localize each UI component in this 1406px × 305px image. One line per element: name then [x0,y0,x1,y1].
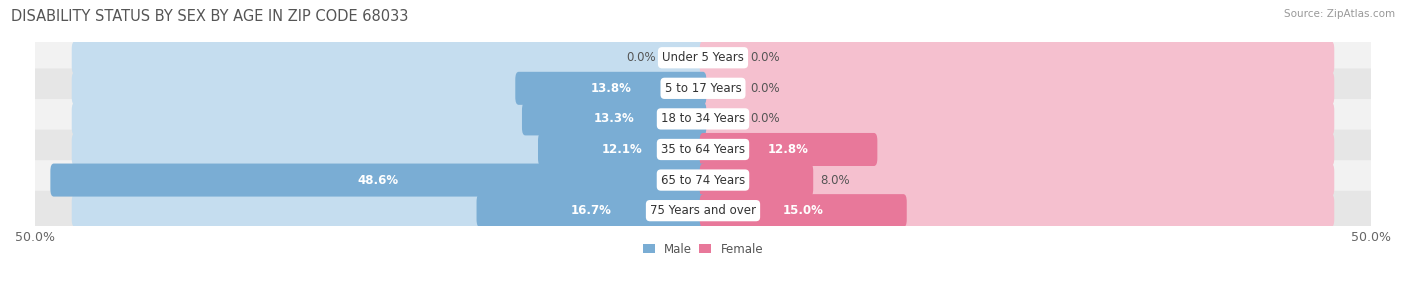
Text: 8.0%: 8.0% [821,174,851,187]
FancyBboxPatch shape [31,130,1375,169]
FancyBboxPatch shape [522,102,706,135]
FancyBboxPatch shape [72,102,706,135]
Legend: Male, Female: Male, Female [638,238,768,260]
FancyBboxPatch shape [72,72,706,105]
Text: 12.1%: 12.1% [602,143,643,156]
Text: 48.6%: 48.6% [357,174,399,187]
FancyBboxPatch shape [700,133,877,166]
FancyBboxPatch shape [477,194,706,227]
Text: Source: ZipAtlas.com: Source: ZipAtlas.com [1284,9,1395,19]
FancyBboxPatch shape [515,72,706,105]
FancyBboxPatch shape [31,160,1375,200]
FancyBboxPatch shape [72,163,706,197]
FancyBboxPatch shape [72,194,706,227]
Text: 12.8%: 12.8% [768,143,808,156]
FancyBboxPatch shape [31,68,1375,108]
Text: 0.0%: 0.0% [749,113,779,125]
FancyBboxPatch shape [700,163,813,197]
Text: Under 5 Years: Under 5 Years [662,51,744,64]
FancyBboxPatch shape [700,133,1334,166]
Text: 65 to 74 Years: 65 to 74 Years [661,174,745,187]
Text: 16.7%: 16.7% [571,204,612,217]
FancyBboxPatch shape [700,41,1334,74]
FancyBboxPatch shape [700,194,907,227]
FancyBboxPatch shape [72,133,706,166]
FancyBboxPatch shape [31,99,1375,139]
FancyBboxPatch shape [31,191,1375,231]
Text: 15.0%: 15.0% [783,204,824,217]
Text: 0.0%: 0.0% [627,51,657,64]
Text: 75 Years and over: 75 Years and over [650,204,756,217]
FancyBboxPatch shape [51,163,706,197]
FancyBboxPatch shape [31,38,1375,77]
FancyBboxPatch shape [700,194,1334,227]
FancyBboxPatch shape [72,41,706,74]
Text: 18 to 34 Years: 18 to 34 Years [661,113,745,125]
Text: 0.0%: 0.0% [749,82,779,95]
Text: 35 to 64 Years: 35 to 64 Years [661,143,745,156]
Text: 5 to 17 Years: 5 to 17 Years [665,82,741,95]
Text: DISABILITY STATUS BY SEX BY AGE IN ZIP CODE 68033: DISABILITY STATUS BY SEX BY AGE IN ZIP C… [11,9,409,24]
FancyBboxPatch shape [700,72,1334,105]
Text: 13.3%: 13.3% [593,113,634,125]
Text: 0.0%: 0.0% [749,51,779,64]
FancyBboxPatch shape [700,102,1334,135]
FancyBboxPatch shape [538,133,706,166]
Text: 13.8%: 13.8% [591,82,631,95]
FancyBboxPatch shape [700,163,1334,197]
